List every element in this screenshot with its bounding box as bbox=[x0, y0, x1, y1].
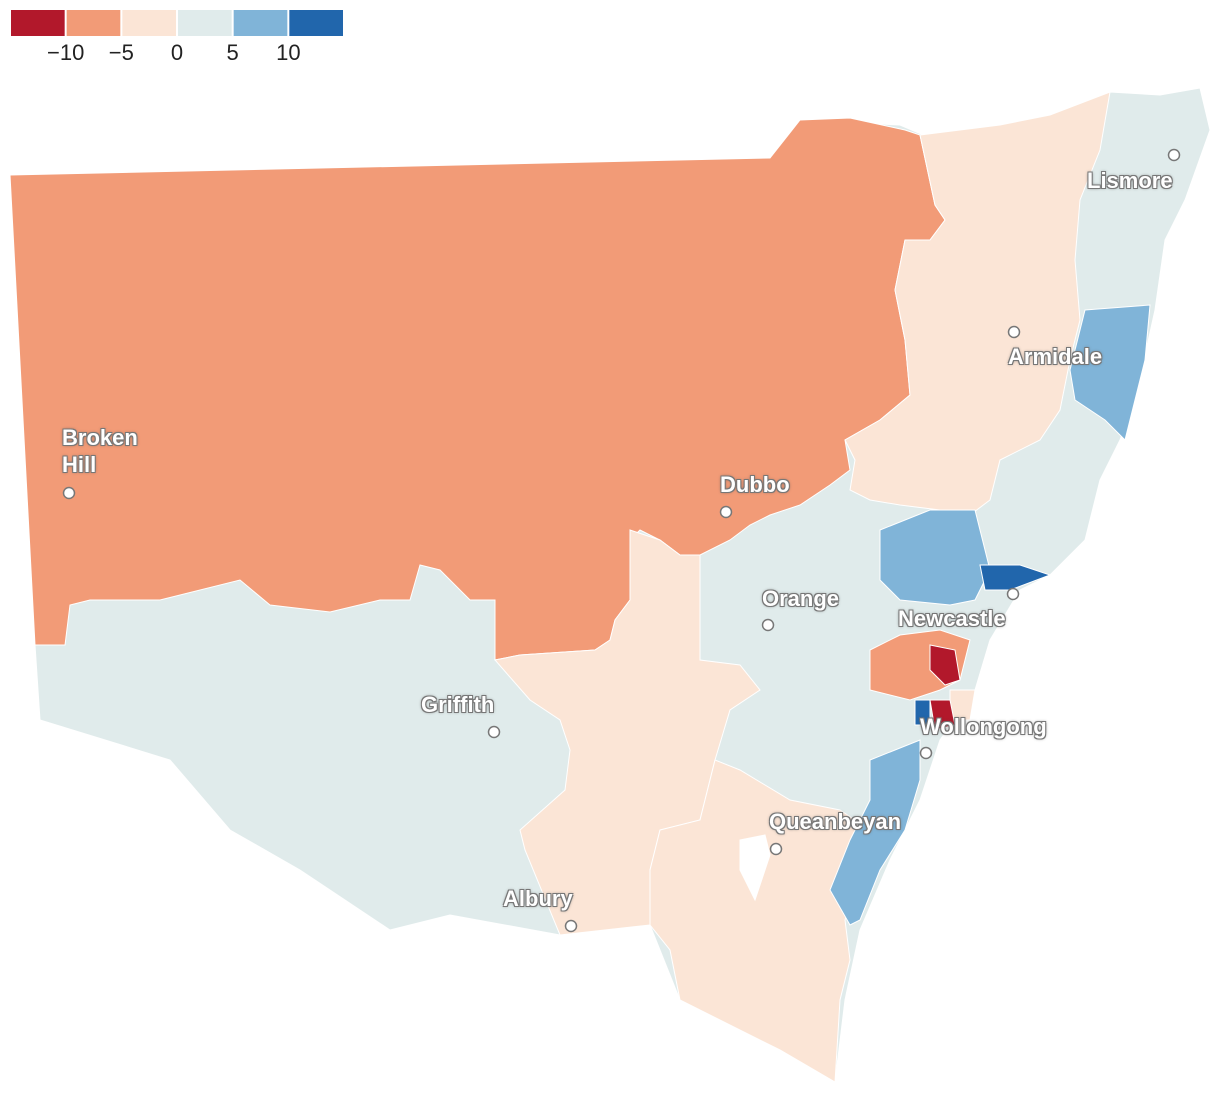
city-marker bbox=[487, 725, 501, 739]
legend-tick-label: 10 bbox=[276, 40, 300, 65]
regions bbox=[9, 87, 1211, 1083]
region bbox=[829, 739, 921, 926]
city-label: Wollongong bbox=[920, 714, 1047, 739]
city-label: Newcastle bbox=[898, 606, 1006, 631]
city-marker bbox=[719, 505, 733, 519]
legend-swatch bbox=[289, 10, 343, 36]
city-label: Lismore bbox=[1087, 168, 1173, 193]
legend-swatch bbox=[178, 10, 232, 36]
region bbox=[914, 699, 931, 726]
region bbox=[929, 644, 961, 686]
city-label: Broken Hill bbox=[62, 425, 138, 477]
legend-tick-label: 5 bbox=[227, 40, 239, 65]
legend-tick-label: −5 bbox=[109, 40, 134, 65]
city-label: Dubbo bbox=[720, 472, 790, 497]
city-label: Griffith bbox=[421, 692, 495, 717]
legend-tick-label: 0 bbox=[171, 40, 183, 65]
region bbox=[979, 564, 1052, 591]
city-label: Albury bbox=[503, 886, 573, 911]
legend: −10 −5 0 5 10 bbox=[11, 10, 343, 65]
region bbox=[649, 759, 871, 1083]
legend-tick-label: −10 bbox=[47, 40, 84, 65]
region bbox=[879, 509, 991, 606]
legend-swatch bbox=[233, 10, 288, 36]
region bbox=[1069, 304, 1151, 441]
city-markers bbox=[62, 148, 1181, 933]
city-marker bbox=[564, 919, 578, 933]
legend-swatch bbox=[11, 10, 65, 36]
city-label: Queanbeyan bbox=[769, 809, 902, 834]
city-marker bbox=[62, 486, 76, 500]
region bbox=[494, 529, 761, 936]
city-label: Orange bbox=[762, 586, 840, 611]
act bbox=[739, 834, 771, 902]
city-marker bbox=[761, 618, 775, 632]
legend-swatch bbox=[122, 10, 176, 36]
city-marker bbox=[1006, 587, 1020, 601]
city-marker bbox=[919, 746, 933, 760]
legend-swatch bbox=[66, 10, 121, 36]
city-marker bbox=[1167, 148, 1181, 162]
city-marker bbox=[769, 842, 783, 856]
city-label: Armidale bbox=[1008, 344, 1103, 369]
city-marker bbox=[1007, 325, 1021, 339]
region bbox=[929, 699, 956, 731]
